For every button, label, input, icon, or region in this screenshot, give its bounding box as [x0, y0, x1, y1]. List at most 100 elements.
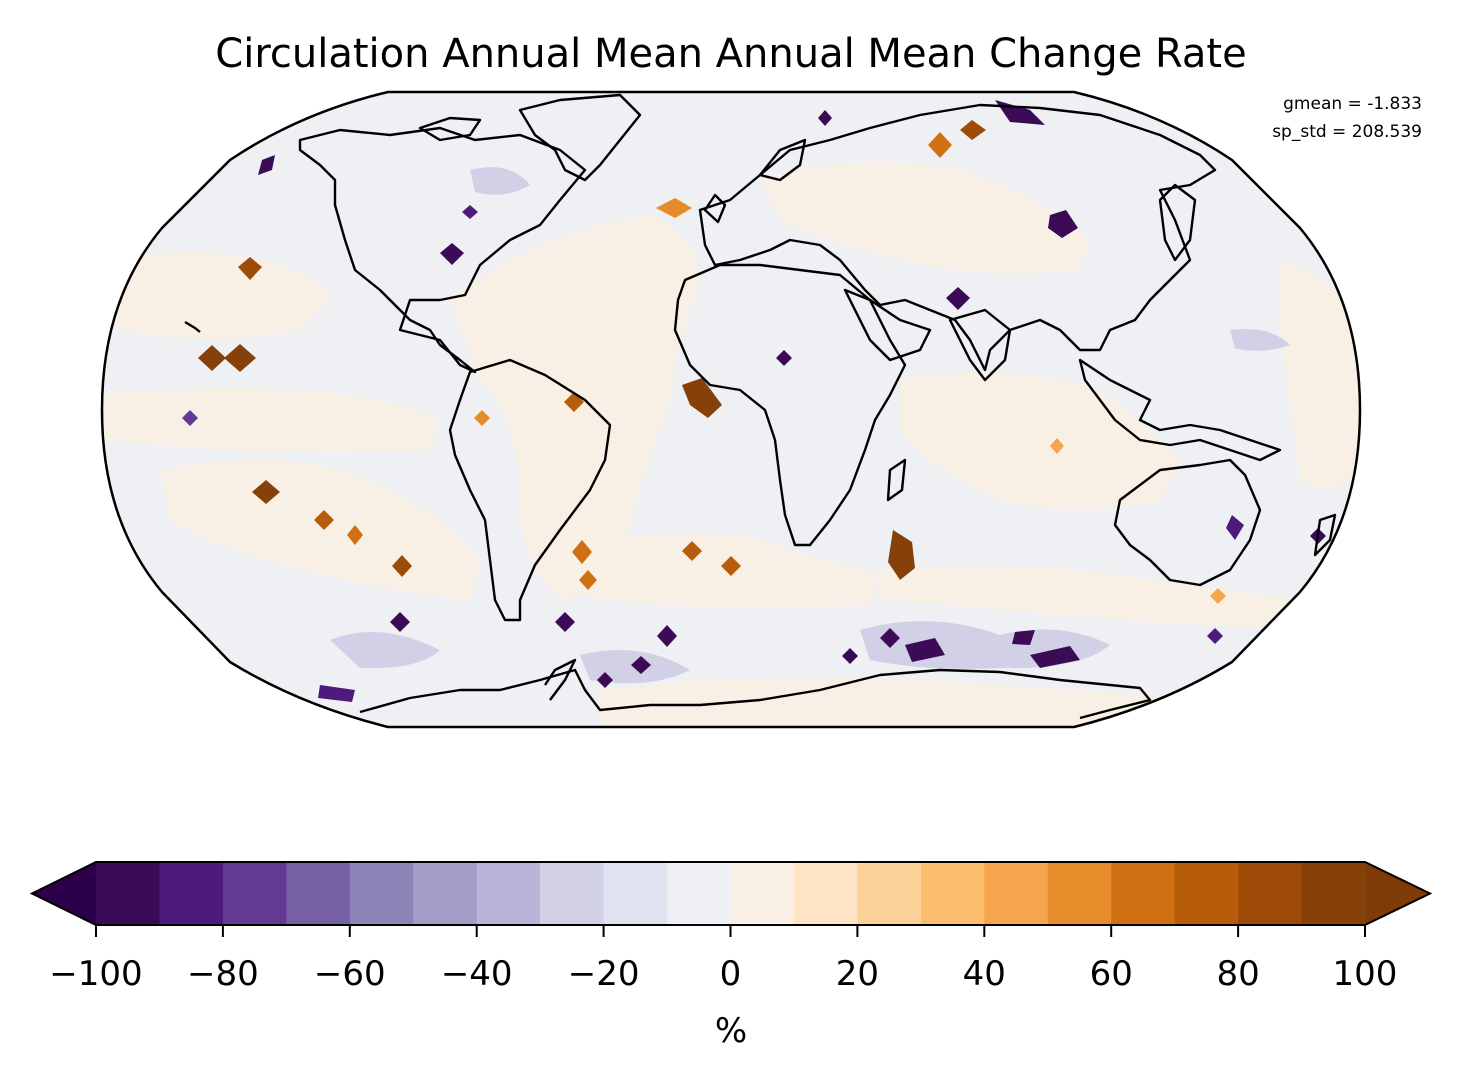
colorbar-tick-label: −100: [49, 954, 142, 994]
positive-extreme-cell: [579, 570, 597, 590]
positive-extreme-cell: [928, 132, 952, 158]
coastline-new-zealand: [1313, 513, 1337, 557]
colorbar-tick-label: −80: [187, 954, 259, 994]
negative-extreme-cell: [258, 155, 275, 175]
west-pacific-negative: [1230, 329, 1290, 351]
map-panel: [100, 90, 1362, 729]
colorbar-tick-label: −60: [314, 954, 386, 994]
colorbar-segment: [603, 862, 668, 925]
negative-extreme-cell: [905, 638, 945, 662]
eurasia-band: [760, 162, 1090, 274]
coastline-madagascar: [886, 458, 907, 502]
negative-extreme-cell: [1048, 210, 1078, 238]
colorbar-segment: [540, 862, 605, 925]
negative-extreme-cell: [842, 648, 858, 664]
colorbar-label: %: [715, 1011, 747, 1051]
colorbar-segment: [349, 862, 414, 925]
coastline-eurasia: [698, 103, 1217, 372]
negative-extreme-cell: [440, 243, 464, 265]
positive-extreme-cell: [1050, 438, 1064, 454]
positive-extreme-cell: [682, 378, 722, 418]
negative-extreme-cell: [182, 410, 198, 426]
coastline-antarctica: [359, 668, 1152, 720]
colorbar-segment: [286, 862, 351, 925]
coastline-british-isles: [703, 193, 727, 224]
colorbar-under-arrow: [32, 862, 96, 925]
east-pacific-band: [1280, 260, 1360, 488]
colorbar-segment: [920, 862, 985, 925]
sp-std-stat: sp_std = 208.539: [1272, 122, 1422, 142]
colorbar-segment: [667, 862, 732, 925]
gmean-stat: gmean = -1.833: [1283, 94, 1422, 114]
south-atlantic-band: [560, 533, 880, 608]
positive-extreme-cell: [721, 556, 741, 576]
negative-extreme-cell: [390, 612, 410, 632]
negative-extreme-cell: [597, 672, 613, 688]
tropical-pacific-band: [102, 388, 440, 453]
colorbar-segment: [730, 862, 795, 925]
southern-ocean-band: [600, 677, 1230, 727]
colorbar-tick-label: 20: [836, 954, 879, 994]
colorbar-segment: [857, 862, 922, 925]
coastline-india: [948, 308, 1012, 382]
negative-extreme-cell: [776, 350, 792, 366]
colorbar-segment: [1301, 862, 1366, 925]
colorbar-segment: [1174, 862, 1239, 925]
coastline-north-america: [298, 126, 587, 374]
positive-extreme-cell: [888, 530, 915, 580]
coastline-south-america: [448, 358, 612, 622]
colorbar-tick-label: 60: [1090, 954, 1133, 994]
negative-extreme-cell: [1012, 630, 1035, 645]
colorbar-over-arrow: [1365, 862, 1430, 925]
colorbar: −100 −80 −60 −40 −20 0 20 40 60 80 100: [29, 861, 1433, 994]
south-indian-band: [880, 566, 1300, 630]
coastline-japan: [1158, 183, 1197, 262]
colorbar-segment: [96, 862, 161, 925]
colorbar-segment: [159, 862, 224, 925]
negative-extreme-cell: [657, 625, 677, 647]
negative-extreme-cell: [1030, 646, 1080, 668]
colorbar-segment: [984, 862, 1049, 925]
positive-extreme-cell: [572, 540, 592, 564]
colorbar-tick-label: 0: [720, 954, 742, 994]
colorbar-segment: [1047, 862, 1112, 925]
colorbar-segment: [1238, 862, 1303, 925]
labrador-negative: [470, 167, 530, 195]
positive-extreme-cell: [392, 555, 412, 577]
coastlines: [184, 93, 1337, 720]
negative-extreme-cell: [1207, 628, 1223, 644]
positive-extreme-cell: [960, 120, 986, 140]
positive-extreme-cell: [474, 410, 490, 426]
negative-extreme-cell: [880, 628, 900, 648]
colorbar-tick-label: 40: [963, 954, 1006, 994]
negative-extreme-cell: [555, 612, 575, 632]
coastline-scandinavia: [758, 138, 807, 182]
negative-extreme-cell: [318, 685, 355, 702]
colorbar-segment: [222, 862, 287, 925]
coastline-arabian-peninsula: [843, 288, 932, 362]
southern-ocean-negative-1: [330, 632, 440, 669]
chart-title: Circulation Annual Mean Annual Mean Chan…: [215, 31, 1246, 77]
positive-change-fields: [102, 162, 1360, 727]
positive-extreme-cell: [238, 257, 262, 280]
colorbar-segment: [1111, 862, 1176, 925]
map-outline: [100, 90, 1362, 729]
coastline-australia: [1113, 458, 1262, 587]
coastline-arctic-islands: [418, 116, 482, 142]
coastline-southeast-asia-islands: [1078, 358, 1282, 462]
colorbar-segment: [413, 862, 478, 925]
colorbar-tick-label: −40: [441, 954, 513, 994]
negative-extreme-cell: [946, 287, 970, 310]
coastline-greenland: [518, 93, 642, 182]
negative-extreme-cell: [1226, 515, 1244, 540]
north-pacific-band: [102, 252, 330, 339]
positive-extreme-cell: [656, 198, 692, 218]
coastline-hawaii: [184, 320, 201, 333]
positive-extreme-cell: [198, 345, 226, 371]
coastline-africa: [673, 263, 907, 547]
colorbar-segment: [476, 862, 541, 925]
positive-extreme-cell: [252, 480, 280, 504]
positive-extreme-cells: [198, 120, 1226, 604]
